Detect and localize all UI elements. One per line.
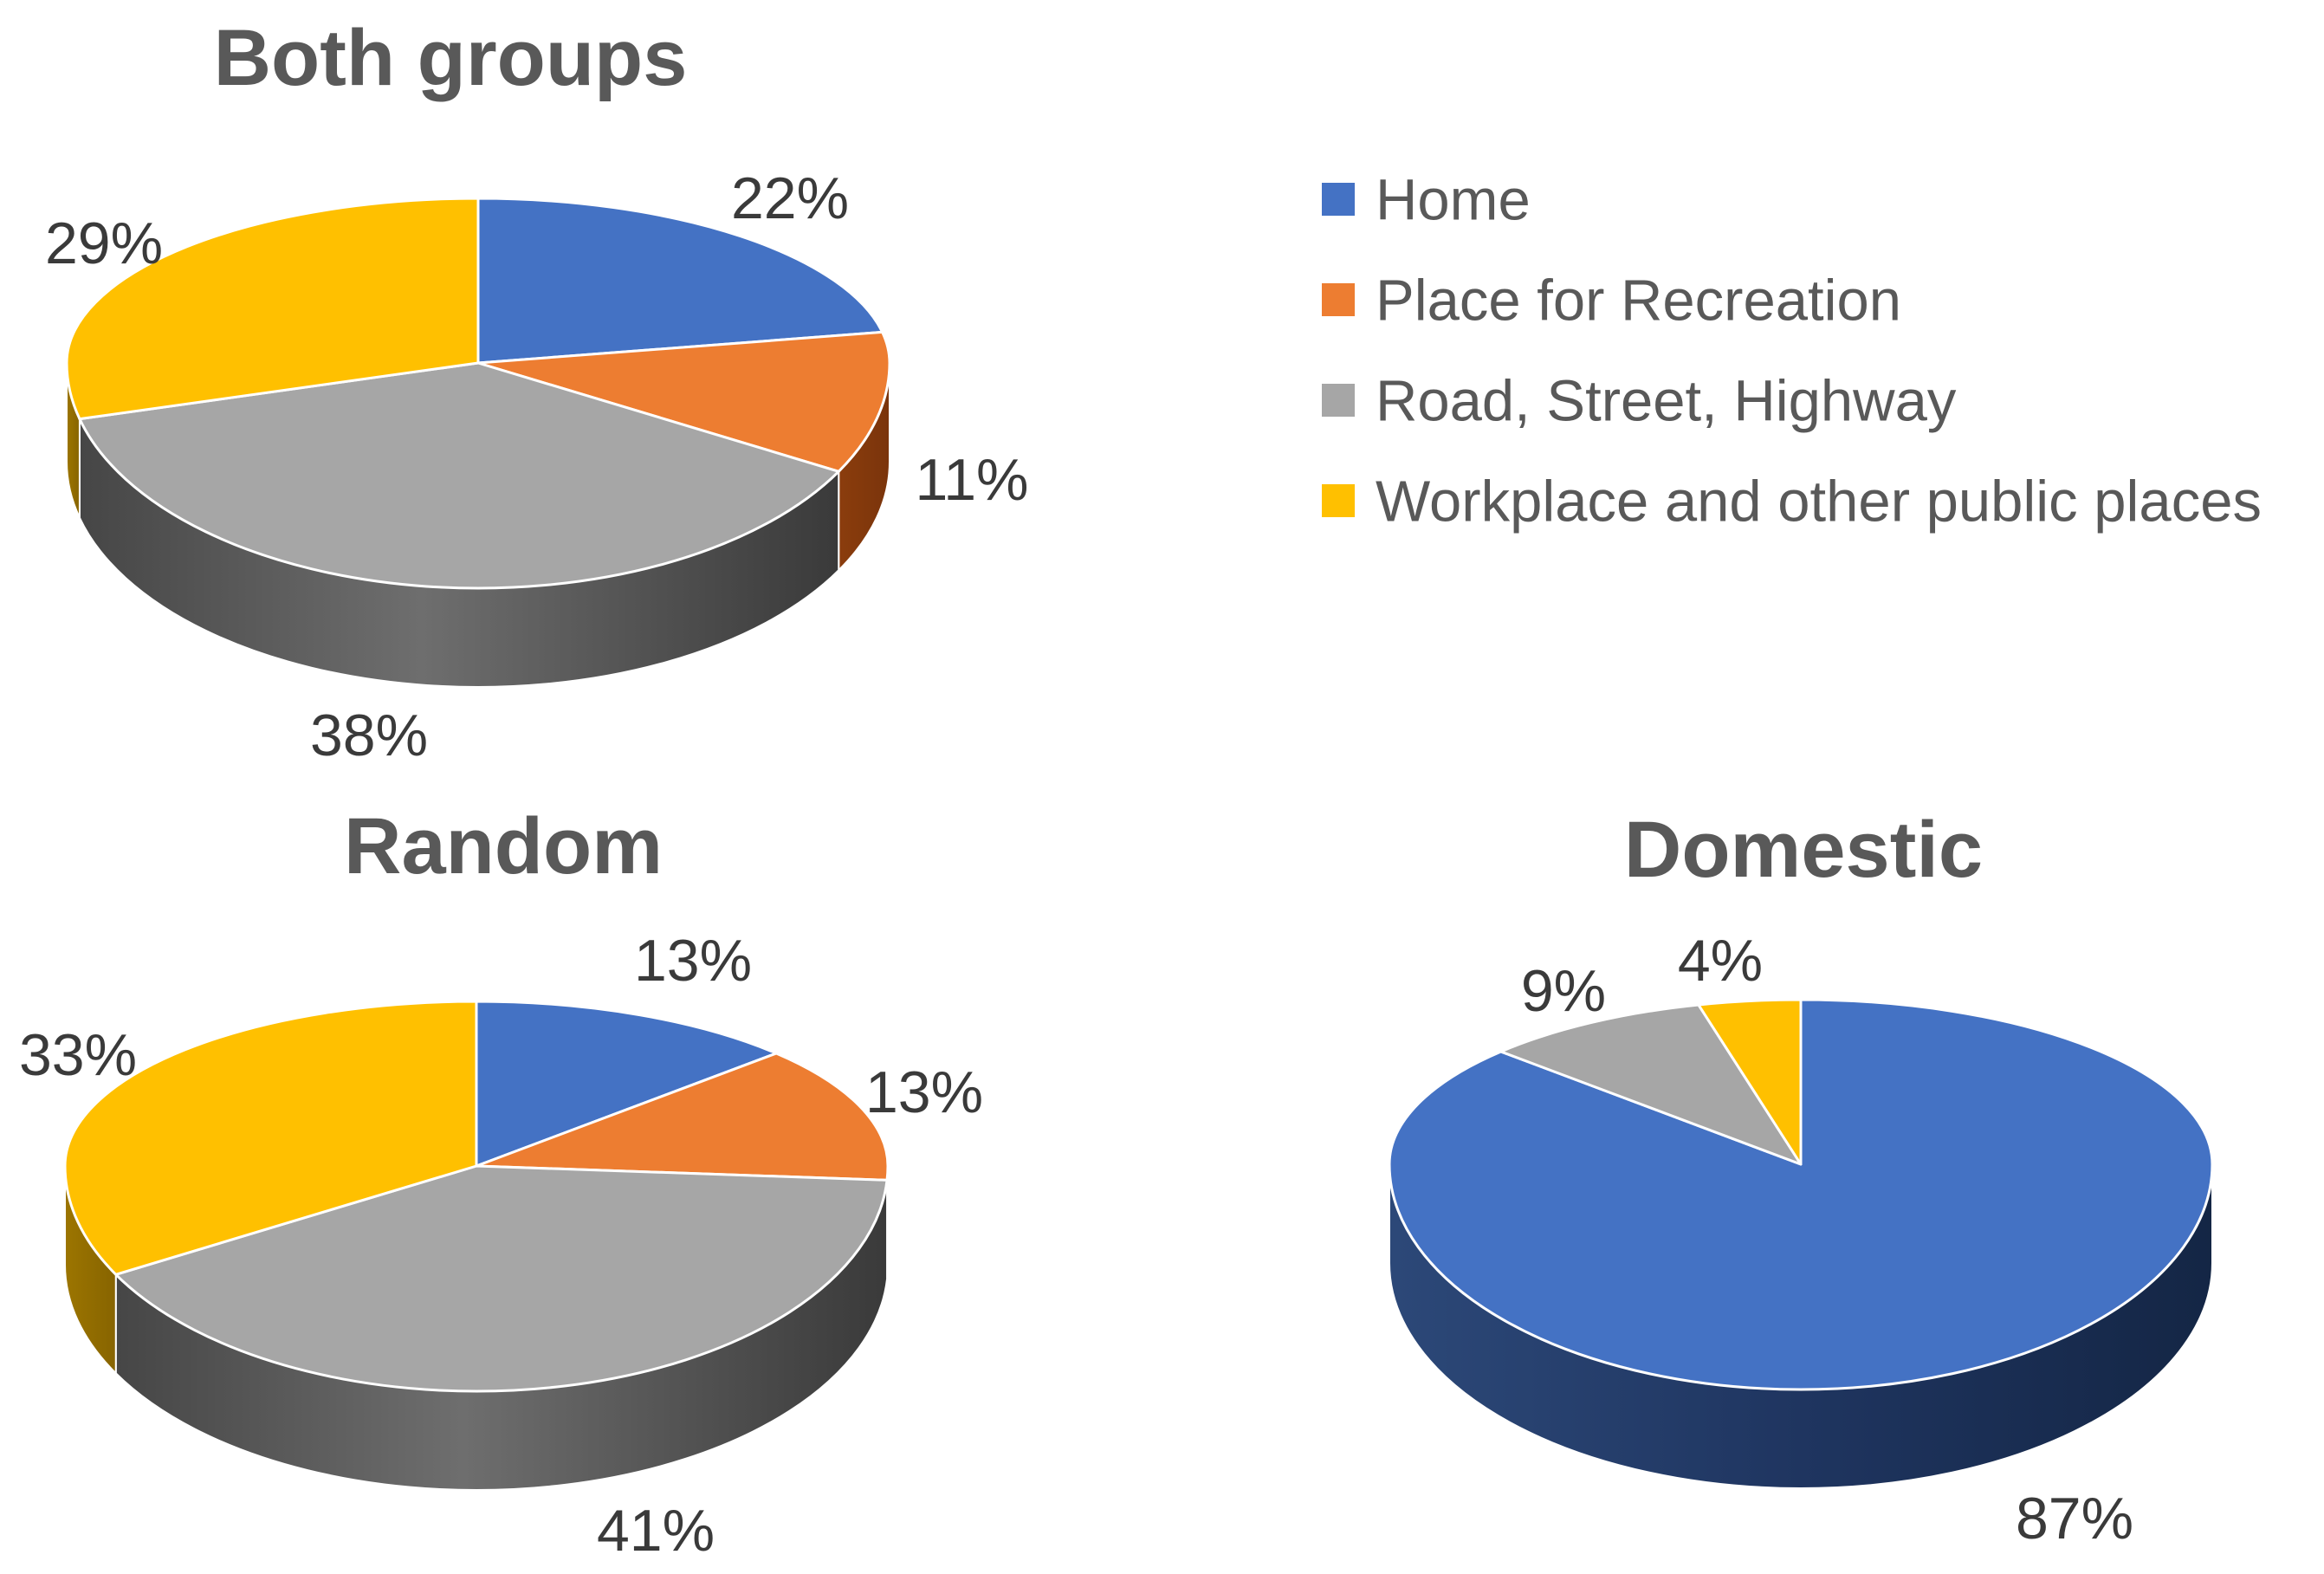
pie-slice-workplace-and-other-public-places	[65, 197, 480, 421]
data-label-domestic-workplace: 4%	[1678, 928, 1763, 994]
data-label-bothgroups-home: 22%	[731, 165, 849, 231]
legend-swatch-recreation	[1322, 283, 1355, 316]
pie-slice-road-street-highway	[1499, 1003, 1803, 1166]
data-label-random-recreation: 13%	[865, 1059, 983, 1125]
pie-slice-home	[1388, 998, 2214, 1391]
pie-slice-road-street-highway	[114, 1164, 889, 1393]
data-label-domestic-home: 87%	[2016, 1486, 2133, 1551]
pie-chart-random	[63, 1000, 890, 1491]
data-label-bothgroups-workplace: 29%	[45, 211, 163, 276]
pie-slice-workplace-and-other-public-places	[63, 1000, 478, 1276]
data-label-random-workplace: 33%	[19, 1022, 137, 1088]
data-label-bothgroups-recreation: 11%	[915, 447, 1028, 513]
legend-swatch-road	[1322, 384, 1355, 417]
pie-slice-place-for-recreation	[476, 330, 891, 473]
pie-slice-home	[475, 1000, 778, 1168]
legend-swatch-workplace	[1322, 484, 1355, 517]
chart-title-domestic: Domestic	[1624, 806, 1983, 894]
legend-label-home: Home	[1376, 167, 1531, 232]
pie-slice-home	[476, 197, 884, 365]
legend-label-workplace: Workplace and other public places	[1376, 469, 2262, 534]
data-label-random-home: 13%	[634, 928, 752, 994]
pie-slice-road-street-highway	[78, 361, 840, 590]
data-label-bothgroups-road: 38%	[310, 703, 428, 768]
pie-chart-domestic	[1388, 998, 2214, 1489]
pie-slice-workplace-and-other-public-places	[1697, 998, 1803, 1166]
chart-title-random: Random	[344, 802, 663, 891]
legend-label-road: Road, Street, Highway	[1376, 368, 1957, 433]
chart-title-both-groups: Both groups	[214, 14, 688, 102]
data-label-domestic-road: 9%	[1521, 958, 1606, 1024]
legend-swatch-home	[1322, 183, 1355, 216]
legend: Home Place for Recreation Road, Street, …	[1322, 167, 2262, 534]
pie-slice-place-for-recreation	[475, 1052, 890, 1182]
pie-chart-both-groups	[65, 197, 891, 688]
data-label-random-road: 41%	[597, 1498, 715, 1564]
legend-label-recreation: Place for Recreation	[1376, 268, 1901, 333]
